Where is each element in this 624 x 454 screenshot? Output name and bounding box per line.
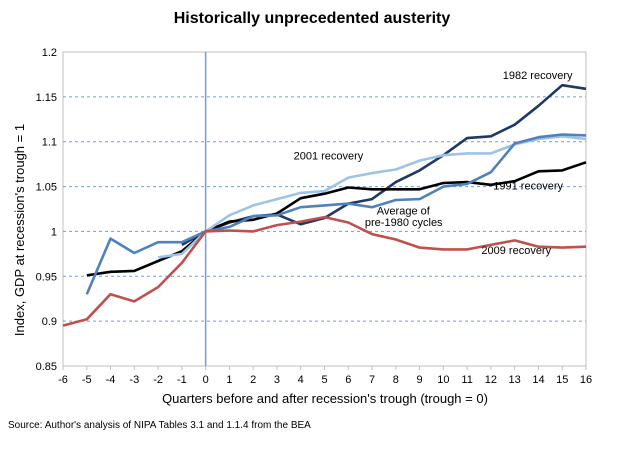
series-line-average-of-pre-1980-cycles — [85, 133, 587, 295]
series-line-2009-recovery — [62, 215, 587, 327]
x-tick-label: 2 — [250, 374, 256, 386]
x-tick-label: 0 — [203, 374, 209, 386]
x-tick-label: 14 — [532, 374, 544, 386]
x-tick-label: 12 — [485, 374, 497, 386]
x-tick-label: 1 — [226, 374, 232, 386]
x-tick-label: 10 — [437, 374, 449, 386]
x-tick-label: -4 — [106, 374, 116, 386]
source-note: Source: Author's analysis of NIPA Tables… — [8, 420, 311, 431]
series-line-2001-recovery — [157, 135, 587, 259]
x-tick-label: -3 — [129, 374, 139, 386]
x-tick-label: -6 — [58, 374, 68, 386]
plot-area — [62, 51, 587, 367]
y-tick-label: 0.85 — [36, 361, 57, 373]
series-annotation: 2009 recovery — [481, 245, 551, 257]
x-tick-label: 11 — [461, 374, 472, 386]
x-tick-label: 13 — [509, 374, 521, 386]
x-tick-label: 8 — [393, 374, 399, 386]
x-tick-label: 9 — [417, 374, 423, 386]
x-tick-label: 5 — [321, 374, 327, 386]
x-tick-label: -5 — [82, 374, 92, 386]
x-tick-label: -1 — [177, 374, 187, 386]
x-tick-label: 6 — [345, 374, 351, 386]
series-annotation: Average of — [377, 205, 431, 217]
x-tick-label: 16 — [580, 374, 592, 386]
y-tick-label: 0.9 — [42, 316, 57, 328]
x-tick-label: 4 — [298, 374, 304, 386]
x-tick-label: -2 — [153, 374, 163, 386]
series-annotation: 1991 recovery — [493, 180, 563, 192]
x-axis-label: Quarters before and after recession's tr… — [162, 391, 488, 406]
series-annotation: pre-1980 cycles — [365, 217, 443, 229]
chart-title: Historically unprecedented austerity — [173, 10, 451, 27]
x-tick-label: 3 — [274, 374, 280, 386]
y-tick-label: 1.2 — [42, 47, 57, 59]
y-axis-label: Index, GDP at recession's trough = 1 — [12, 124, 27, 336]
y-tick-label: 1.05 — [36, 182, 57, 194]
y-tick-label: 1.1 — [42, 137, 57, 149]
x-tick-label: 15 — [556, 374, 568, 386]
x-tick-label: 7 — [369, 374, 375, 386]
series-annotation: 2001 recovery — [294, 151, 364, 163]
y-tick-label: 1.15 — [36, 92, 57, 104]
y-tick-label: 0.95 — [36, 271, 57, 283]
series-annotation: 1982 recovery — [503, 70, 573, 82]
y-tick-label: 1 — [51, 226, 57, 238]
